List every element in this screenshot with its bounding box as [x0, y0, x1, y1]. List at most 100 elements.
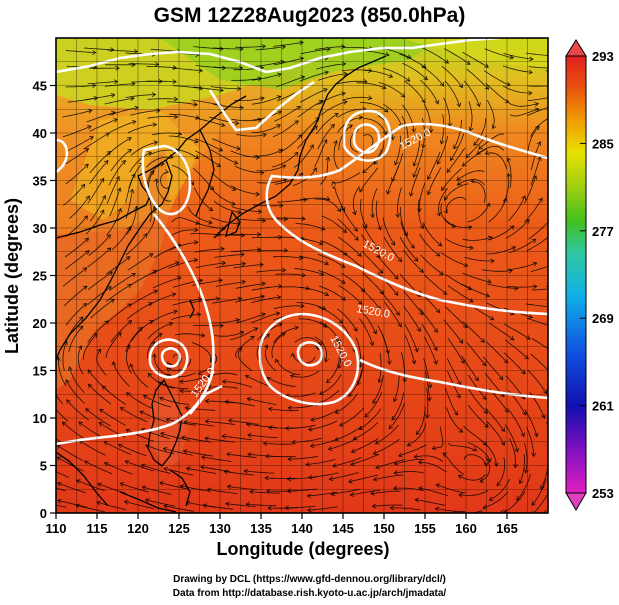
streamline-arrowhead: [437, 242, 443, 247]
streamline: [212, 66, 243, 69]
streamline: [274, 305, 304, 310]
streamline-arrowhead: [369, 213, 375, 219]
streamline-arrowhead: [84, 250, 90, 255]
streamline-arrowhead: [138, 327, 143, 332]
streamline-arrowhead: [108, 271, 113, 276]
streamline: [58, 357, 67, 387]
streamline-arrowhead: [233, 160, 239, 165]
streamline: [159, 397, 190, 405]
streamline-arrowhead: [141, 485, 147, 491]
streamline-arrowhead: [372, 450, 378, 455]
streamline-arrowhead: [552, 54, 556, 58]
streamline: [265, 477, 296, 479]
streamline-arrowhead: [436, 211, 441, 217]
streamline: [336, 308, 358, 332]
streamline: [507, 157, 512, 188]
streamline-arrowhead: [160, 431, 165, 437]
streamline: [230, 150, 260, 158]
streamline-arrowhead: [147, 372, 153, 378]
streamline: [308, 420, 338, 431]
streamline-arrowhead: [315, 117, 320, 122]
streamline: [435, 508, 466, 512]
streamline: [267, 377, 296, 387]
streamline-arrowhead: [356, 380, 362, 386]
streamline: [399, 206, 408, 236]
streamline-arrowhead: [531, 238, 537, 244]
streamline-arrowhead: [553, 352, 557, 356]
streamline: [444, 237, 474, 249]
streamline-arrowhead: [307, 507, 312, 513]
streamline-arrowhead: [247, 432, 252, 438]
streamline: [207, 489, 238, 494]
streamline-arrowhead: [458, 339, 464, 344]
streamline: [319, 157, 329, 185]
streamline: [145, 444, 175, 455]
streamline-arrowhead: [428, 128, 434, 134]
streamline: [84, 460, 113, 475]
streamline-arrowhead: [520, 432, 526, 438]
streamline: [423, 103, 432, 133]
streamline: [468, 101, 473, 131]
streamline-arrowhead: [164, 169, 169, 174]
streamline: [179, 375, 210, 382]
streamline: [66, 399, 89, 421]
streamline-arrowhead: [376, 305, 381, 311]
streamline: [126, 302, 153, 320]
streamline: [142, 486, 172, 495]
streamline: [126, 206, 138, 235]
streamline-arrowhead: [268, 406, 273, 412]
streamline-arrowhead: [433, 346, 438, 352]
streamline-arrowhead: [414, 497, 420, 503]
streamline: [530, 353, 548, 371]
streamline-arrowhead: [220, 246, 225, 252]
streamline: [382, 67, 411, 82]
streamline: [415, 499, 445, 506]
streamline-arrowhead: [533, 432, 539, 438]
streamline-arrowhead: [321, 305, 327, 310]
streamline: [503, 323, 531, 340]
streamline: [231, 118, 262, 122]
streamline: [331, 185, 345, 212]
streamline-arrowhead: [397, 257, 403, 263]
streamline: [528, 66, 548, 69]
streamline: [65, 303, 87, 326]
streamline: [210, 149, 238, 164]
streamline-arrowhead: [103, 160, 109, 165]
streamline: [193, 187, 214, 211]
streamline-arrowhead: [221, 260, 227, 266]
streamline-arrowhead: [393, 460, 399, 466]
streamline-arrowhead: [413, 454, 419, 459]
streamline: [244, 470, 275, 474]
streamline-arrowhead: [142, 394, 148, 400]
streamline: [120, 407, 148, 423]
streamline: [56, 471, 70, 478]
streamline: [398, 444, 427, 457]
streamline-arrowhead: [411, 128, 417, 133]
streamline-arrowhead: [234, 120, 240, 126]
streamline: [504, 424, 518, 452]
streamline-arrowhead: [509, 336, 515, 341]
streamline: [191, 342, 212, 362]
streamline: [146, 206, 156, 235]
streamline: [547, 408, 548, 410]
streamline: [444, 183, 469, 201]
streamline-arrowhead: [83, 215, 88, 220]
streamline-arrowhead: [245, 502, 251, 507]
streamline-arrowhead: [393, 470, 399, 475]
streamline: [356, 82, 386, 89]
streamline: [525, 52, 548, 56]
streamline-arrowhead: [474, 376, 479, 382]
streamline-arrowhead: [330, 491, 335, 497]
streamline-arrowhead: [226, 484, 232, 490]
streamline-arrowhead: [357, 252, 362, 257]
streamline: [156, 178, 172, 202]
streamline-arrowhead: [341, 296, 346, 301]
streamline-arrowhead: [45, 445, 49, 449]
streamline: [333, 140, 340, 170]
streamline-arrowhead: [349, 492, 355, 497]
streamline: [299, 256, 329, 265]
streamline: [130, 290, 158, 306]
streamline: [445, 274, 472, 290]
streamline: [397, 187, 402, 218]
streamline-arrowhead: [309, 443, 315, 449]
